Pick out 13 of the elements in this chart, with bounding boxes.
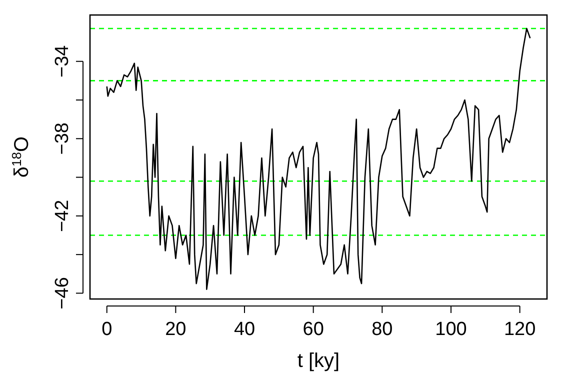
x-tick-label: 80 — [372, 319, 393, 340]
x-tick-label: 40 — [234, 319, 256, 340]
y-tick-label: −42 — [52, 200, 73, 232]
x-tick-label: 0 — [102, 319, 112, 340]
x-tick-label: 120 — [504, 319, 536, 340]
y-tick-label: −46 — [52, 277, 73, 310]
x-tick-label: 60 — [302, 319, 324, 340]
y-tick-label: −34 — [52, 44, 73, 78]
x-axis-title: t [ky] — [297, 350, 340, 372]
line-series — [106, 28, 531, 290]
x-tick-label: 100 — [435, 319, 467, 340]
y-tick-label: −38 — [52, 122, 73, 155]
x-tick-label: 20 — [165, 319, 186, 340]
